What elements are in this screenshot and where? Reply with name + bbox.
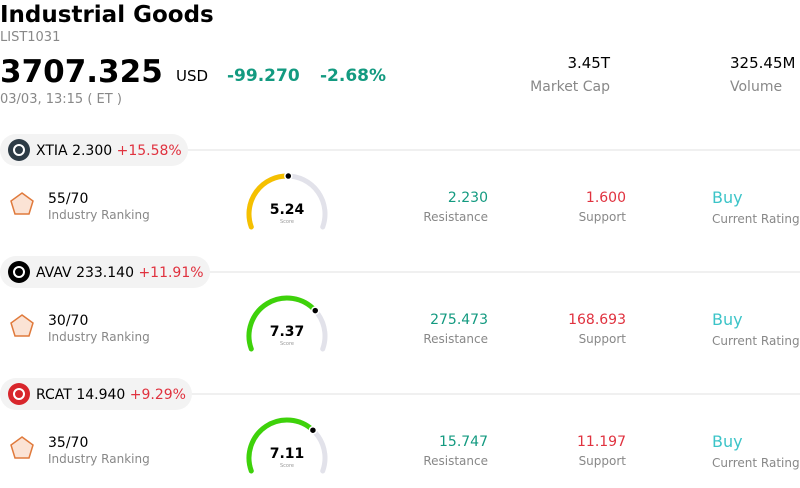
ticker-icon-inner — [13, 266, 25, 278]
resistance-label: Resistance — [423, 210, 488, 224]
ticker-change: +9.29% — [130, 387, 186, 403]
gauge-dot — [310, 306, 320, 315]
support-label: Support — [579, 454, 627, 468]
ticker-icon — [8, 261, 30, 283]
ticker-pill — [0, 378, 192, 410]
ranking-label: Industry Ranking — [48, 208, 150, 222]
resistance: 15.747 — [439, 434, 488, 450]
volume: 325.45M — [730, 54, 795, 72]
resistance-label: Resistance — [423, 454, 488, 468]
ticker-price: 14.940 — [76, 387, 125, 403]
rating-label: Current Rating — [712, 212, 800, 226]
change: -99.270 — [227, 66, 300, 86]
title: Industrial Goods — [0, 2, 214, 28]
score: 5.24 — [270, 202, 305, 218]
score-label: Score — [280, 463, 294, 469]
gauge-dot — [284, 171, 293, 181]
ticker-icon — [8, 139, 30, 161]
ranking-label: Industry Ranking — [48, 330, 150, 344]
gauge-fill — [246, 417, 316, 474]
ticker-change: +11.91% — [138, 265, 203, 281]
gauge-fill — [246, 173, 291, 230]
ranking: 35/70 — [48, 435, 88, 451]
ticker: XTIA 2.300 +15.58% — [36, 143, 182, 159]
currency: USD — [176, 67, 208, 85]
ticker: AVAV 233.140 +11.91% — [36, 265, 204, 281]
score-label: Score — [280, 341, 294, 347]
ticker-change: +15.58% — [117, 143, 182, 159]
score-label: Score — [280, 219, 294, 225]
ticker-pill — [0, 134, 188, 166]
ticker-price: 233.140 — [76, 265, 134, 281]
gauge-fill — [246, 295, 318, 352]
support: 168.693 — [568, 312, 626, 328]
gauge-dot — [308, 425, 318, 435]
change-percent: -2.68% — [320, 66, 386, 86]
rating-label: Current Rating — [712, 334, 800, 348]
ticker-icon — [8, 383, 30, 405]
ranking: 30/70 — [48, 313, 88, 329]
ranking-icon — [10, 436, 34, 459]
ticker-icon-inner — [13, 388, 25, 400]
volume-label: Volume — [730, 79, 782, 95]
ticker-icon-inner — [13, 144, 25, 156]
market-cap-label: Market Cap — [530, 79, 610, 95]
rating[interactable]: Buy — [712, 188, 743, 207]
ticker-symbol: RCAT — [36, 387, 72, 403]
resistance: 2.230 — [448, 190, 488, 206]
resistance: 275.473 — [430, 312, 488, 328]
support: 11.197 — [577, 434, 626, 450]
resistance-label: Resistance — [423, 332, 488, 346]
ticker-symbol: AVAV — [36, 265, 72, 281]
ranking-label: Industry Ranking — [48, 452, 150, 466]
ticker: RCAT 14.940 +9.29% — [36, 387, 186, 403]
score: 7.37 — [270, 324, 305, 340]
datetime: 03/03, 13:15 ( ET ) — [0, 92, 122, 107]
price: 3707.325 — [0, 54, 163, 90]
ranking: 55/70 — [48, 191, 88, 207]
rating[interactable]: Buy — [712, 310, 743, 329]
support: 1.600 — [586, 190, 626, 206]
support-label: Support — [579, 332, 627, 346]
market-cap: 3.45T — [567, 54, 610, 72]
ticker-price: 2.300 — [72, 143, 112, 159]
score: 7.11 — [270, 446, 305, 462]
ticker-pill — [0, 256, 210, 288]
ticker-symbol: XTIA — [36, 143, 68, 159]
support-label: Support — [579, 210, 627, 224]
ranking-icon — [10, 192, 34, 215]
ranking-icon — [10, 314, 34, 337]
rating-label: Current Rating — [712, 456, 800, 470]
code: LIST1031 — [0, 30, 60, 45]
rating[interactable]: Buy — [712, 432, 743, 451]
